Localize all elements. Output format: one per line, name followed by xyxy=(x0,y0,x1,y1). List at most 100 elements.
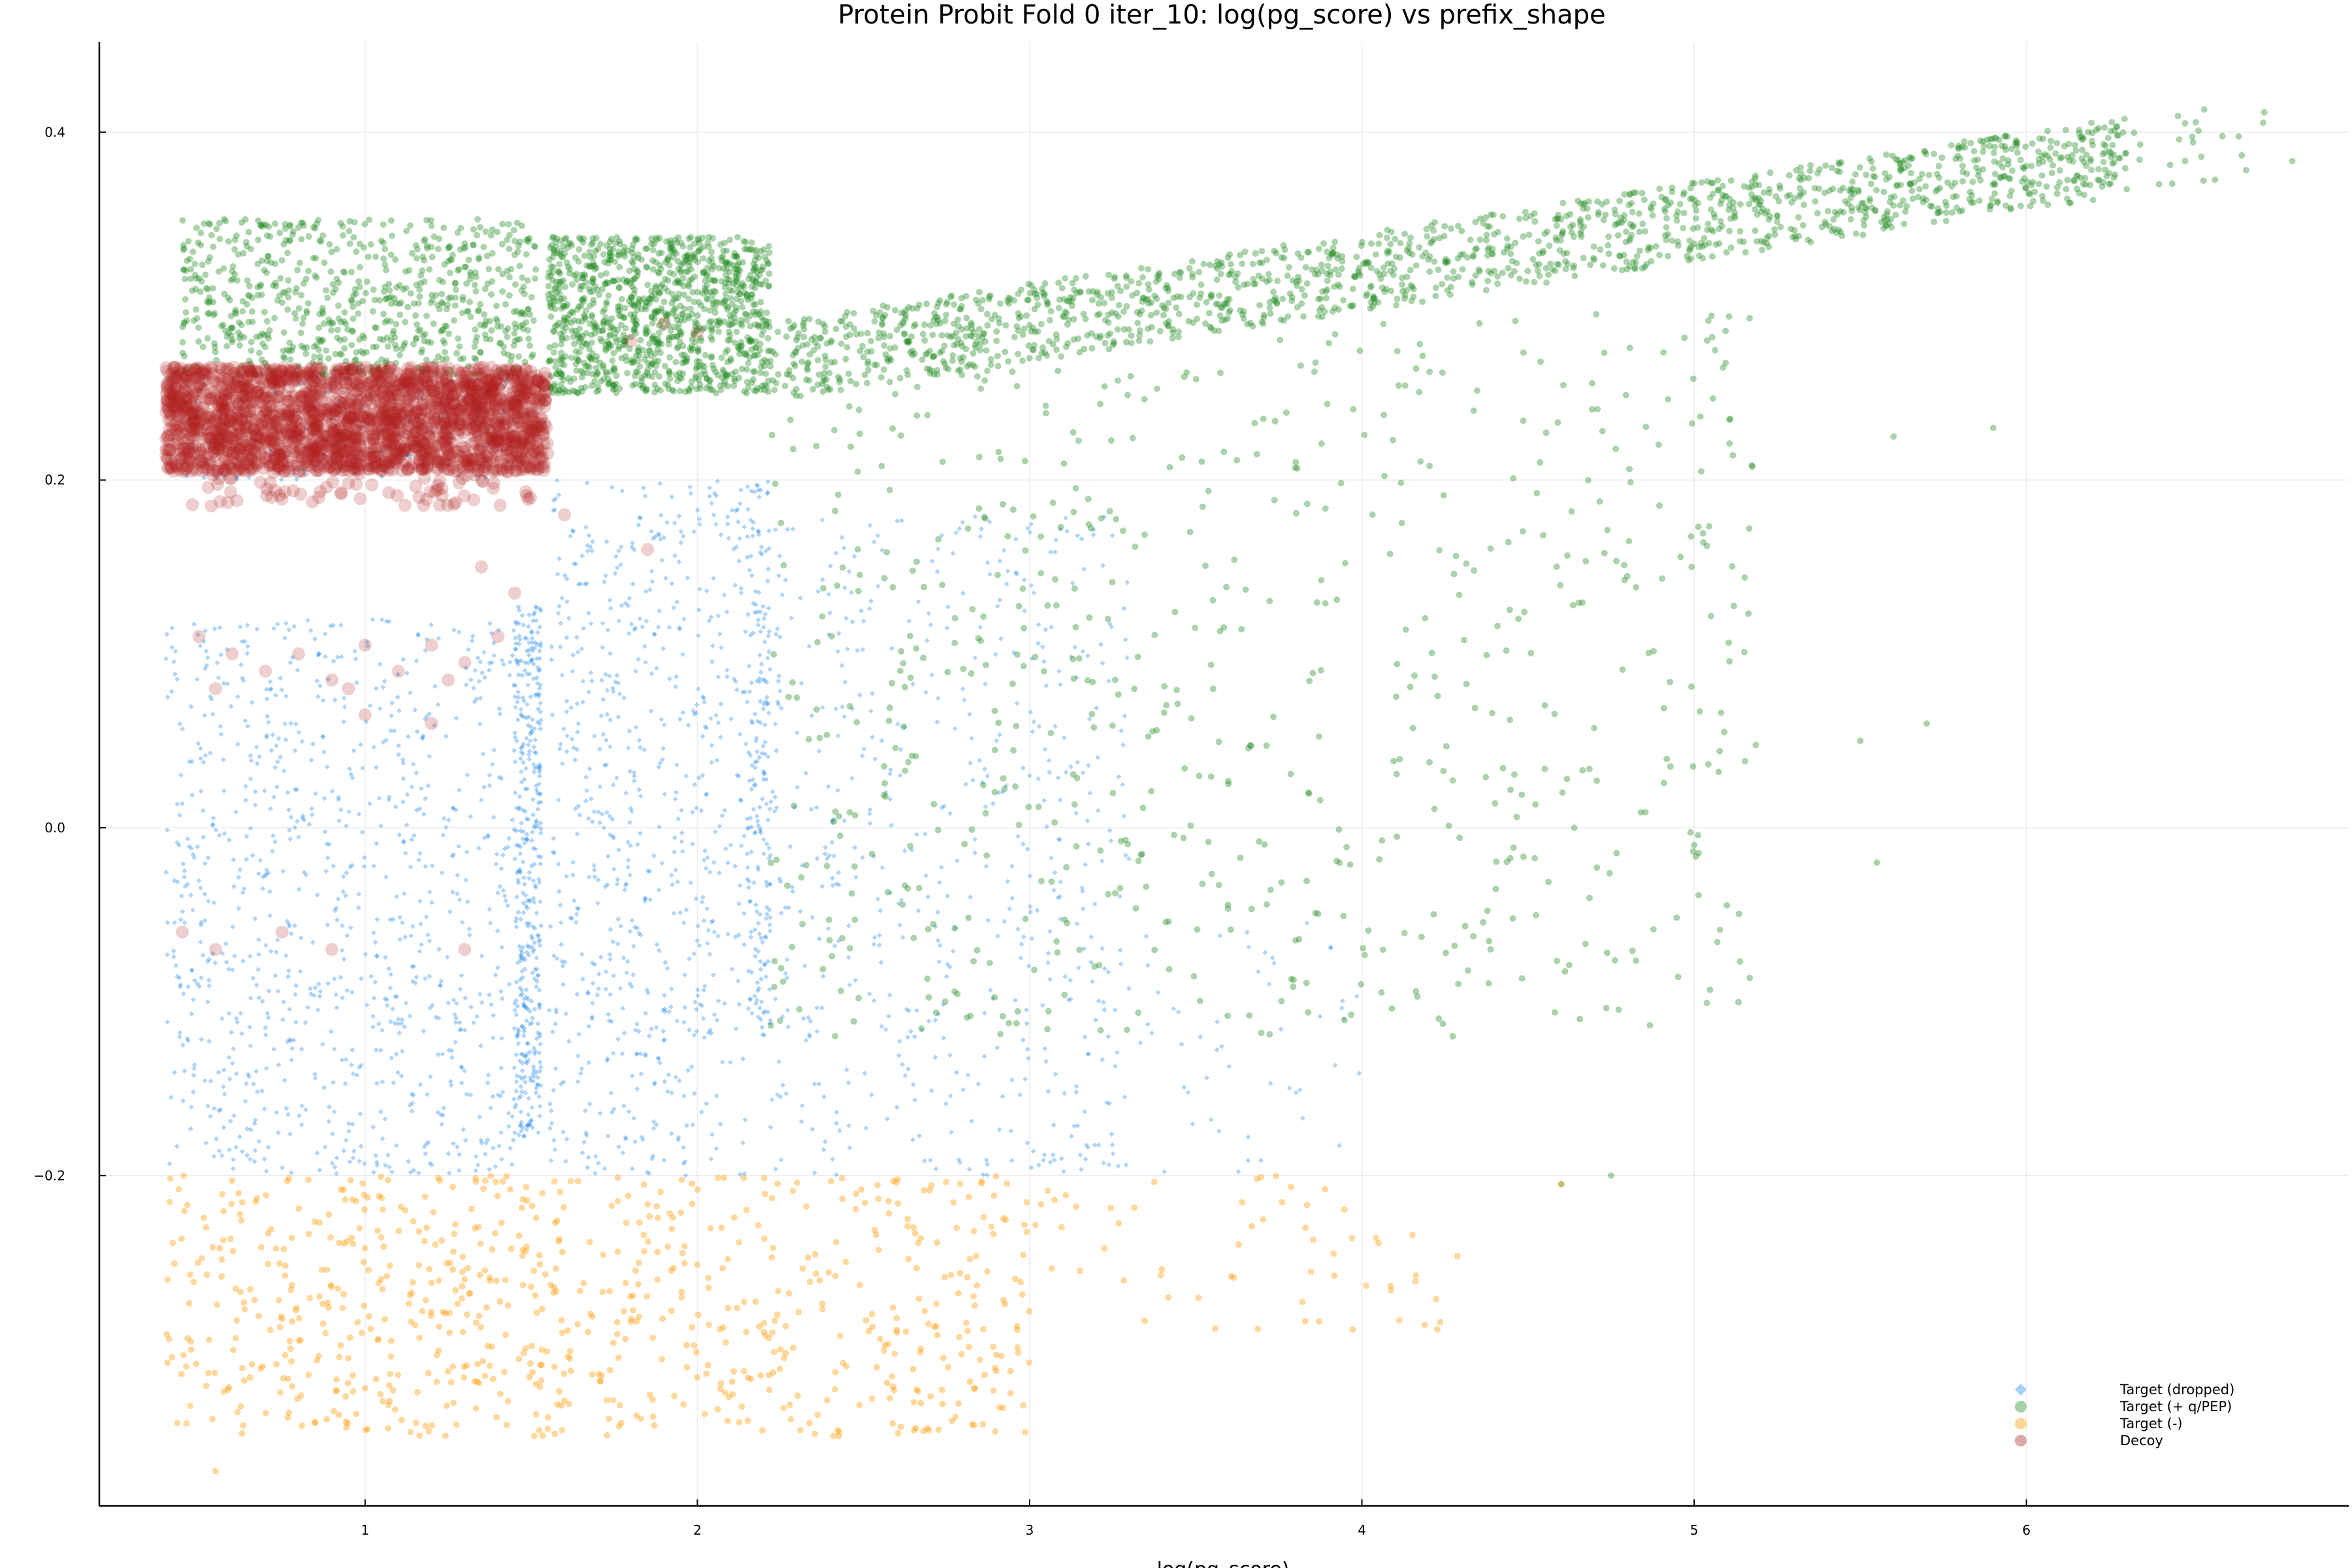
data-point xyxy=(521,776,527,782)
data-point xyxy=(239,298,246,305)
data-point xyxy=(354,1072,360,1078)
data-point xyxy=(1045,1088,1051,1094)
data-point xyxy=(876,942,882,948)
data-point xyxy=(955,858,960,864)
data-point xyxy=(532,640,538,645)
data-point xyxy=(629,540,635,546)
data-point xyxy=(587,263,595,270)
data-point xyxy=(342,704,348,710)
data-point xyxy=(547,272,555,280)
data-point xyxy=(229,338,236,346)
data-point xyxy=(489,630,495,636)
data-point xyxy=(742,1117,748,1122)
data-point xyxy=(316,653,321,659)
data-point xyxy=(344,870,350,875)
data-point xyxy=(400,757,406,762)
data-point xyxy=(598,286,606,293)
data-point xyxy=(195,981,201,987)
data-point xyxy=(396,751,402,757)
data-point xyxy=(575,729,581,735)
data-point xyxy=(777,634,783,640)
data-point xyxy=(600,620,606,626)
data-point xyxy=(1124,580,1130,585)
data-point xyxy=(288,814,294,820)
data-point xyxy=(510,1113,515,1119)
data-point xyxy=(644,369,651,376)
data-point xyxy=(745,864,751,870)
data-point xyxy=(554,389,561,397)
data-point xyxy=(402,318,409,325)
data-point xyxy=(556,555,562,561)
data-point xyxy=(669,386,676,393)
data-point xyxy=(495,627,501,633)
data-point xyxy=(1120,813,1126,819)
data-point xyxy=(309,806,315,811)
data-point xyxy=(794,784,800,790)
data-point xyxy=(419,332,427,339)
data-point xyxy=(303,872,309,878)
data-point xyxy=(219,1015,225,1021)
data-point xyxy=(612,240,619,247)
data-point xyxy=(605,292,612,299)
data-point xyxy=(529,936,535,941)
data-point xyxy=(748,239,755,246)
data-point xyxy=(635,841,641,847)
data-point xyxy=(240,250,247,257)
data-point xyxy=(263,1032,269,1038)
data-point xyxy=(922,1158,928,1164)
data-point xyxy=(672,796,678,802)
data-point xyxy=(346,218,353,225)
data-point xyxy=(1100,563,1106,568)
data-point xyxy=(312,636,318,642)
data-point xyxy=(178,772,184,778)
data-point xyxy=(888,766,894,772)
data-point xyxy=(674,295,681,302)
data-point xyxy=(765,633,771,639)
data-point xyxy=(231,883,237,889)
data-point xyxy=(227,312,235,319)
data-point xyxy=(666,269,674,276)
data-point xyxy=(659,860,665,866)
data-point xyxy=(397,936,403,942)
data-point xyxy=(529,629,534,634)
data-point xyxy=(531,861,537,867)
data-point xyxy=(350,775,355,781)
data-point xyxy=(525,723,531,728)
data-point xyxy=(1216,1128,1222,1134)
data-point xyxy=(169,625,175,631)
data-point xyxy=(180,266,188,273)
data-point xyxy=(738,365,745,372)
data-point xyxy=(253,744,259,750)
data-point xyxy=(656,947,662,953)
data-point xyxy=(614,672,620,678)
data-point xyxy=(376,795,382,801)
data-point xyxy=(673,789,679,795)
data-point xyxy=(696,385,704,392)
data-point xyxy=(765,566,771,572)
data-point xyxy=(513,619,519,625)
data-point xyxy=(453,715,459,721)
data-point xyxy=(1046,757,1052,763)
data-point xyxy=(485,1080,491,1086)
data-point xyxy=(990,800,996,806)
data-point xyxy=(479,1140,485,1146)
data-point xyxy=(508,265,515,272)
data-point xyxy=(201,220,208,227)
series-target-q-pep xyxy=(179,106,2296,1188)
data-point xyxy=(668,872,674,878)
data-point xyxy=(538,830,544,836)
data-point xyxy=(586,1024,592,1030)
data-point xyxy=(633,725,639,730)
data-point xyxy=(536,800,542,806)
data-point xyxy=(399,1049,405,1054)
data-point xyxy=(256,937,262,943)
data-point xyxy=(179,323,186,331)
data-point xyxy=(396,743,402,749)
data-point xyxy=(531,769,537,775)
data-point xyxy=(292,747,298,753)
data-point xyxy=(1126,985,1132,991)
data-point xyxy=(487,660,493,666)
data-point xyxy=(656,764,662,770)
data-point xyxy=(866,606,872,612)
data-point xyxy=(537,943,543,949)
